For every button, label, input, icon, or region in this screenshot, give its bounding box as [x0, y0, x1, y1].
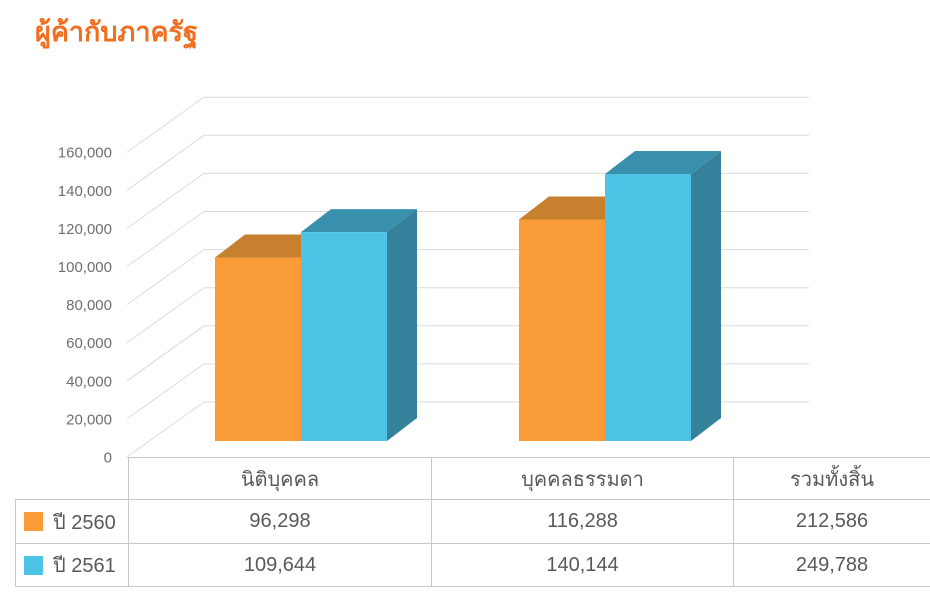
table-border-v2: [431, 457, 432, 586]
bar-ปี2561-0-top: [301, 209, 417, 233]
y-axis-tick-label: 160,000: [58, 145, 112, 162]
legend-item-2560: ปี 2560: [16, 500, 128, 543]
table-border-h1: [15, 499, 930, 500]
table-border-h2: [15, 543, 930, 544]
y-axis-tick-label: 120,000: [58, 221, 112, 238]
table-border-v3: [733, 457, 734, 586]
y-axis-tick-label: 20,000: [66, 411, 112, 428]
value-2560-bukkhontammada: 116,288: [547, 510, 618, 532]
table-border-top: [128, 457, 930, 458]
table-header-total: รวมทั้งสิ้น: [790, 468, 874, 491]
value-2561-total: 249,788: [795, 553, 869, 576]
bar-ปี2560-1: [519, 219, 605, 441]
table-header-bukkhontammada: บุคคลธรรมดา: [521, 468, 644, 491]
bar-ปี2561-1-side: [691, 151, 721, 441]
value-2560-nitibukkhon: 96,298: [249, 510, 311, 532]
legend-label-2561: ปี 2561: [53, 555, 116, 577]
table-border-v1: [128, 457, 129, 586]
y-axis-tick-label: 140,000: [58, 183, 112, 200]
bar-ปี2561-0-side: [387, 209, 417, 441]
table-border-bottom: [15, 586, 930, 587]
bar-ปี2560-0: [215, 257, 301, 441]
value-2561-nitibukkhon: 109,644: [243, 553, 317, 576]
gridline: [126, 134, 809, 191]
legend-label-2560: ปี 2560: [53, 511, 116, 534]
legend-swatch-2560: [24, 512, 43, 531]
y-axis-tick-label: 60,000: [66, 335, 112, 352]
value-2560-total: 212,586: [795, 510, 869, 532]
y-axis-tick-label: 80,000: [66, 297, 112, 314]
legend-item-2561: ปี 2561: [16, 544, 128, 586]
value-2561-bukkhontammada: 140,144: [546, 553, 619, 576]
y-axis-tick-label: 100,000: [58, 259, 112, 276]
table-header-nitibukkhon: นิติบุคคล: [240, 468, 320, 491]
y-axis-tick-label: 40,000: [66, 373, 112, 390]
gridline: [126, 96, 809, 153]
legend-swatch-2561: [24, 555, 43, 575]
y-axis-tick-label: 0: [104, 450, 112, 467]
bar-ปี2561-1: [605, 174, 691, 441]
bar-ปี2561-1-top: [605, 151, 721, 175]
page-title: ผู้ค้ากับภาครัฐ: [35, 17, 198, 47]
table-border-left: [15, 499, 16, 586]
bar-ปี2561-0: [301, 232, 387, 441]
